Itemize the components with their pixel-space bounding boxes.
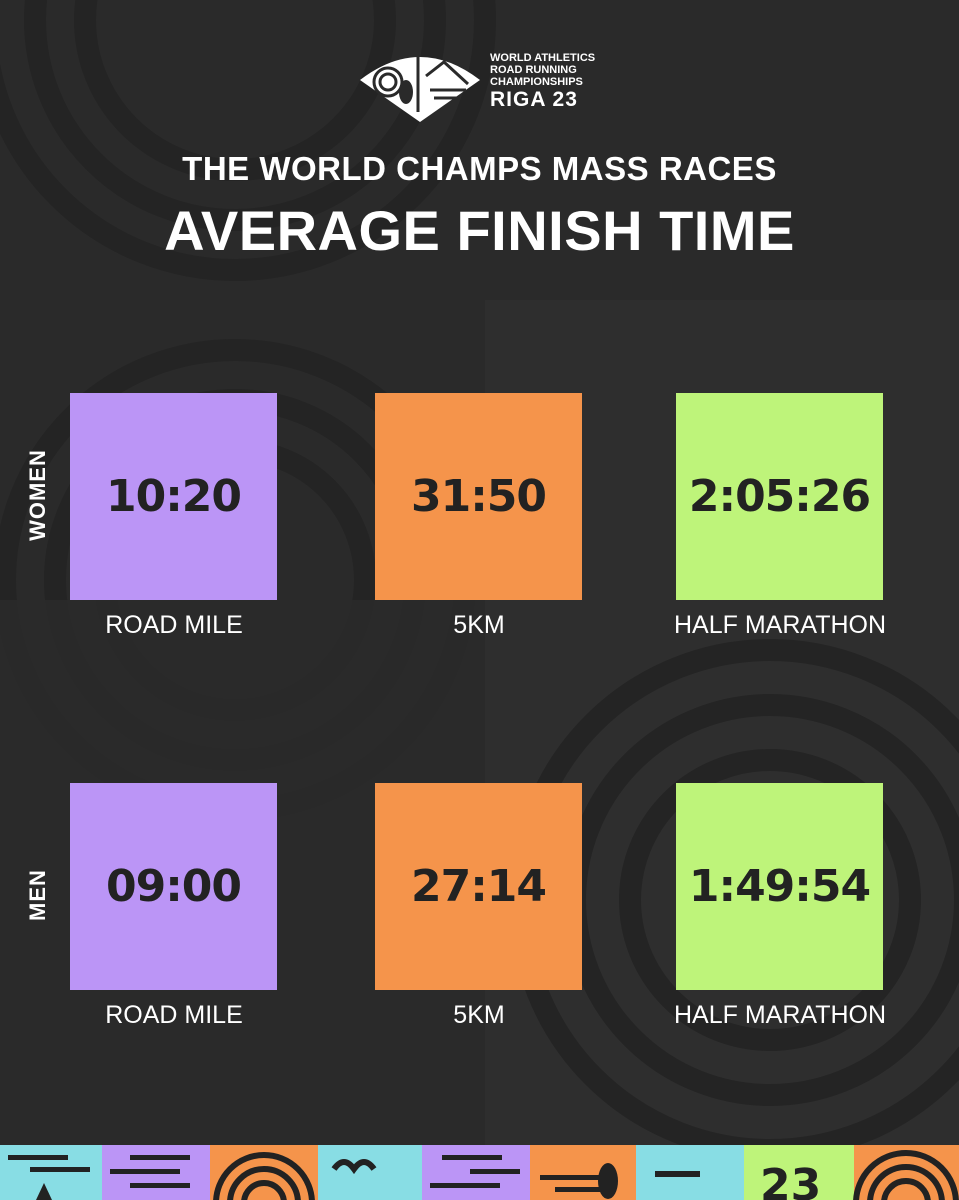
tile-men-5km: 27:14 [375, 783, 582, 990]
time-value: 10:20 [105, 471, 242, 522]
logo-riga-23: RIGA 23 [490, 88, 578, 111]
tile-men-road-mile: 09:00 [70, 783, 277, 990]
event-label: HALF MARATHON [673, 611, 887, 639]
event-label: ROAD MILE [105, 1001, 243, 1029]
logo-wordmark: WORLD ATHLETICS ROAD RUNNING CHAMPIONSHI… [490, 52, 595, 112]
time-value: 1:49:54 [688, 861, 871, 912]
time-value: 31:50 [410, 471, 547, 522]
tile-men-half-marathon: 1:49:54 [676, 783, 883, 990]
event-label: ROAD MILE [105, 611, 243, 639]
time-value: 2:05:26 [688, 471, 871, 522]
tile-women-road-mile: 10:20 [70, 393, 277, 600]
riga-logo-icon [360, 54, 480, 122]
event-label: 5KM [453, 1001, 505, 1029]
tile-women-half-marathon: 2:05:26 [676, 393, 883, 600]
row-label-men: MEN [25, 869, 50, 921]
logo-line-2: ROAD RUNNING [490, 64, 577, 76]
logo-line-1: WORLD ATHLETICS [490, 52, 596, 64]
event-label: HALF MARATHON [673, 1001, 887, 1029]
tile-women-5km: 31:50 [375, 393, 582, 600]
page-title: THE WORLD CHAMPS MASS RACES [182, 150, 777, 187]
page-subtitle: AVERAGE FINISH TIME [164, 199, 795, 262]
time-value: 09:00 [105, 861, 242, 912]
time-value: 27:14 [410, 861, 547, 912]
row-label-women: WOMEN [25, 449, 50, 541]
logo-line-3: CHAMPIONSHIPS [490, 76, 583, 88]
event-label: 5KM [453, 611, 505, 639]
svg-text:23: 23 [760, 1160, 821, 1200]
championship-logo: WORLD ATHLETICS ROAD RUNNING CHAMPIONSHI… [356, 40, 596, 124]
decorative-pattern-strip: 23 [0, 1145, 959, 1200]
